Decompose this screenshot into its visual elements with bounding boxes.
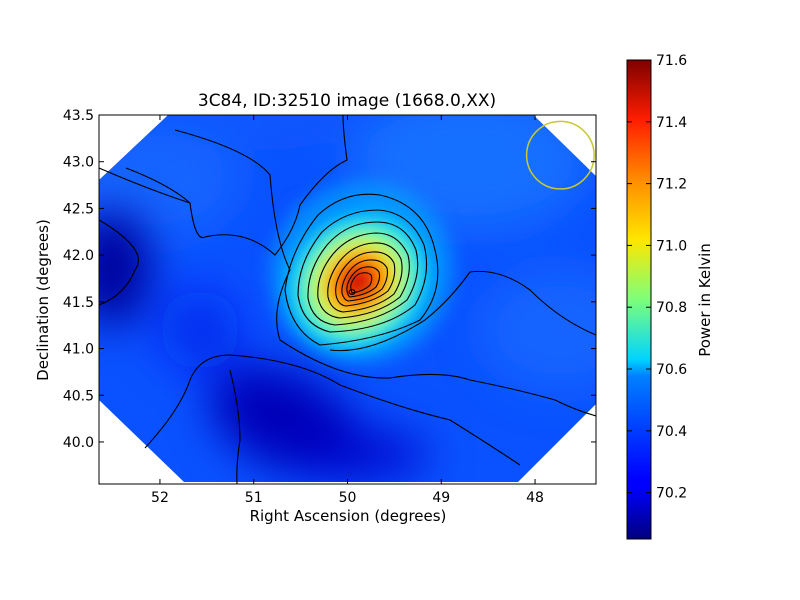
colorbar-tick-label: 71.6 <box>656 53 687 69</box>
colorbar-label: Power in Kelvin <box>696 243 714 357</box>
contour-line <box>346 266 381 298</box>
heatmap-image <box>99 115 596 482</box>
y-axis-label: Declination (degrees) <box>34 219 52 381</box>
low-region-west <box>99 210 150 326</box>
contour-lines <box>99 115 596 484</box>
y-tick-label: 40.0 <box>63 435 94 451</box>
y-tick-label: 42.0 <box>63 248 94 264</box>
contour-line <box>341 259 388 302</box>
x-tick-label: 51 <box>245 490 263 506</box>
contour-line <box>174 129 596 417</box>
contour-line <box>99 115 348 256</box>
contour-line <box>297 209 428 333</box>
y-tick-label: 43.5 <box>63 108 94 124</box>
peak-emission <box>279 206 437 358</box>
contour-line <box>307 221 419 326</box>
beam-circle <box>525 120 595 190</box>
y-tick-label: 40.5 <box>63 388 94 404</box>
contour-line <box>327 242 403 313</box>
colorbar: 70.2 70.4 70.6 70.8 71.0 71.2 71.4 71.6 Power i… <box>626 53 714 540</box>
colorbar-tick-label: 70.4 <box>656 424 687 440</box>
colorbar-ticks: 70.2 70.4 70.6 70.8 71.0 71.2 71.4 71.6 <box>627 53 687 502</box>
colorbar-tick-label: 70.6 <box>656 362 687 378</box>
contour-line <box>229 369 241 484</box>
contour-line <box>329 270 596 352</box>
x-tick-label: 49 <box>432 490 450 506</box>
contour-line <box>284 193 439 346</box>
colorbar-gradient <box>626 59 652 540</box>
colorbar-tick-label: 70.8 <box>656 300 687 316</box>
x-axis: 52 51 50 49 48 <box>151 115 544 506</box>
contour-line <box>335 251 396 307</box>
x-tick-label: 52 <box>151 490 169 506</box>
colorbar-tick-label: 70.2 <box>656 486 687 502</box>
colorbar-tick-label: 71.2 <box>656 177 687 193</box>
contour-line <box>99 219 139 306</box>
y-tick-label: 41.5 <box>63 295 94 311</box>
contour-line <box>144 354 521 466</box>
x-tick-label: 48 <box>526 490 544 506</box>
x-axis-label: Right Ascension (degrees) <box>250 507 447 525</box>
chart-title: 3C84, ID:32510 image (1668.0,XX) <box>198 91 496 111</box>
contour-line <box>317 232 410 319</box>
y-tick-label: 41.0 <box>63 342 94 358</box>
x-tick-label: 50 <box>339 490 357 506</box>
contour-line <box>350 272 373 294</box>
y-tick-label: 42.5 <box>63 201 94 217</box>
colorbar-tick-label: 71.4 <box>656 115 687 131</box>
y-axis: 40.0 40.5 41.0 41.5 42.0 42.5 43.0 43.5 <box>63 108 596 451</box>
contour-line <box>348 289 356 295</box>
colorbar-tick-label: 71.0 <box>656 238 687 254</box>
y-tick-label: 43.0 <box>63 155 94 171</box>
contour-line <box>125 167 191 204</box>
